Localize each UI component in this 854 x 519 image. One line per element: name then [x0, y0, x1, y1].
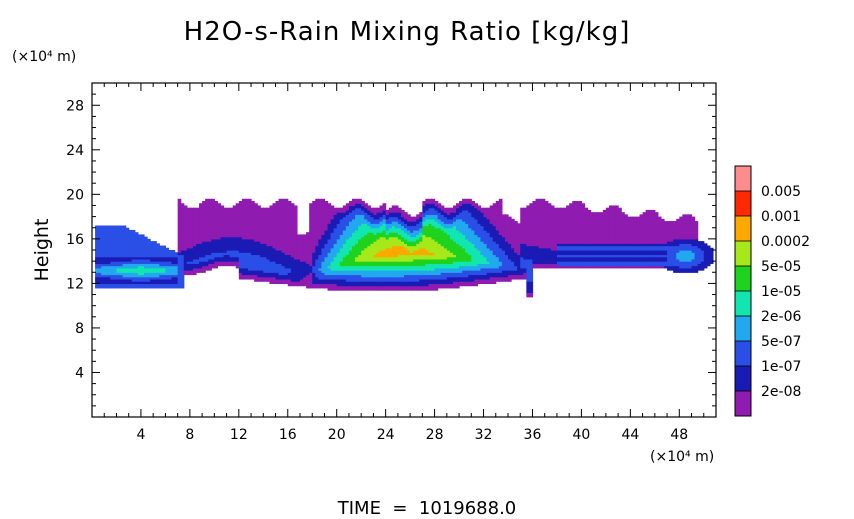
colorbar-label: 0.0002 [761, 234, 810, 250]
colorbar-label: 0.005 [761, 184, 801, 200]
x-tick-labels: 4 8 12 16 20 24 28 32 36 40 44 48 [136, 427, 688, 443]
colorbar-swatch [735, 241, 751, 266]
y-tick-label: 16 [66, 232, 84, 248]
colorbar-swatch [735, 216, 751, 241]
y-axis-label: Height [31, 219, 53, 282]
x-tick-label: 24 [377, 427, 395, 443]
colorbar: 0.005 0.001 0.0002 5e-05 1e-05 2e-06 5e-07 1e-0… [734, 165, 810, 417]
y-tick-labels: 4 8 12 16 20 24 28 [66, 98, 84, 381]
colorbar-swatch [735, 316, 751, 341]
x-tick-label: 28 [426, 427, 444, 443]
colorbar-label: 1e-07 [761, 359, 801, 375]
colorbar-label: 5e-07 [761, 334, 801, 350]
x-tick-label: 16 [279, 427, 297, 443]
colorbar-swatch [735, 266, 751, 291]
colorbar-label: 2e-08 [761, 384, 801, 400]
y-unit-label: (×10⁴ m) [12, 49, 76, 65]
y-tick-label: 4 [75, 365, 84, 381]
y-tick-label: 8 [75, 321, 84, 337]
x-tick-label: 36 [524, 427, 542, 443]
x-tick-label: 44 [621, 427, 639, 443]
x-tick-label: 48 [670, 427, 688, 443]
colorbar-swatch [735, 291, 751, 316]
chart-title: H2O-s-Rain Mixing Ratio [kg/kg] [184, 17, 631, 47]
colorbar-swatch [735, 341, 751, 366]
y-tick-label: 24 [66, 143, 84, 159]
colorbar-swatch [735, 166, 751, 191]
x-tick-label: 40 [572, 427, 590, 443]
colorbar-label: 2e-06 [761, 309, 801, 325]
x-unit-label: (×10⁴ m) [650, 449, 714, 465]
contour-field [95, 198, 714, 298]
time-label: TIME = 1019688.0 [337, 498, 517, 519]
y-tick-label: 20 [66, 187, 84, 203]
colorbar-swatch [735, 391, 751, 416]
colorbar-swatch [735, 366, 751, 391]
y-tick-label: 28 [66, 98, 84, 114]
x-tick-label: 8 [185, 427, 194, 443]
y-tick-label: 12 [66, 276, 84, 292]
colorbar-label: 5e-05 [761, 259, 801, 275]
colorbar-label: 1e-05 [761, 284, 801, 300]
axis-ticks [92, 83, 716, 417]
x-tick-label: 4 [136, 427, 145, 443]
colorbar-label: 0.001 [761, 209, 801, 225]
x-tick-label: 12 [230, 427, 248, 443]
x-tick-label: 32 [475, 427, 493, 443]
x-tick-label: 20 [328, 427, 346, 443]
colorbar-swatch [735, 191, 751, 216]
